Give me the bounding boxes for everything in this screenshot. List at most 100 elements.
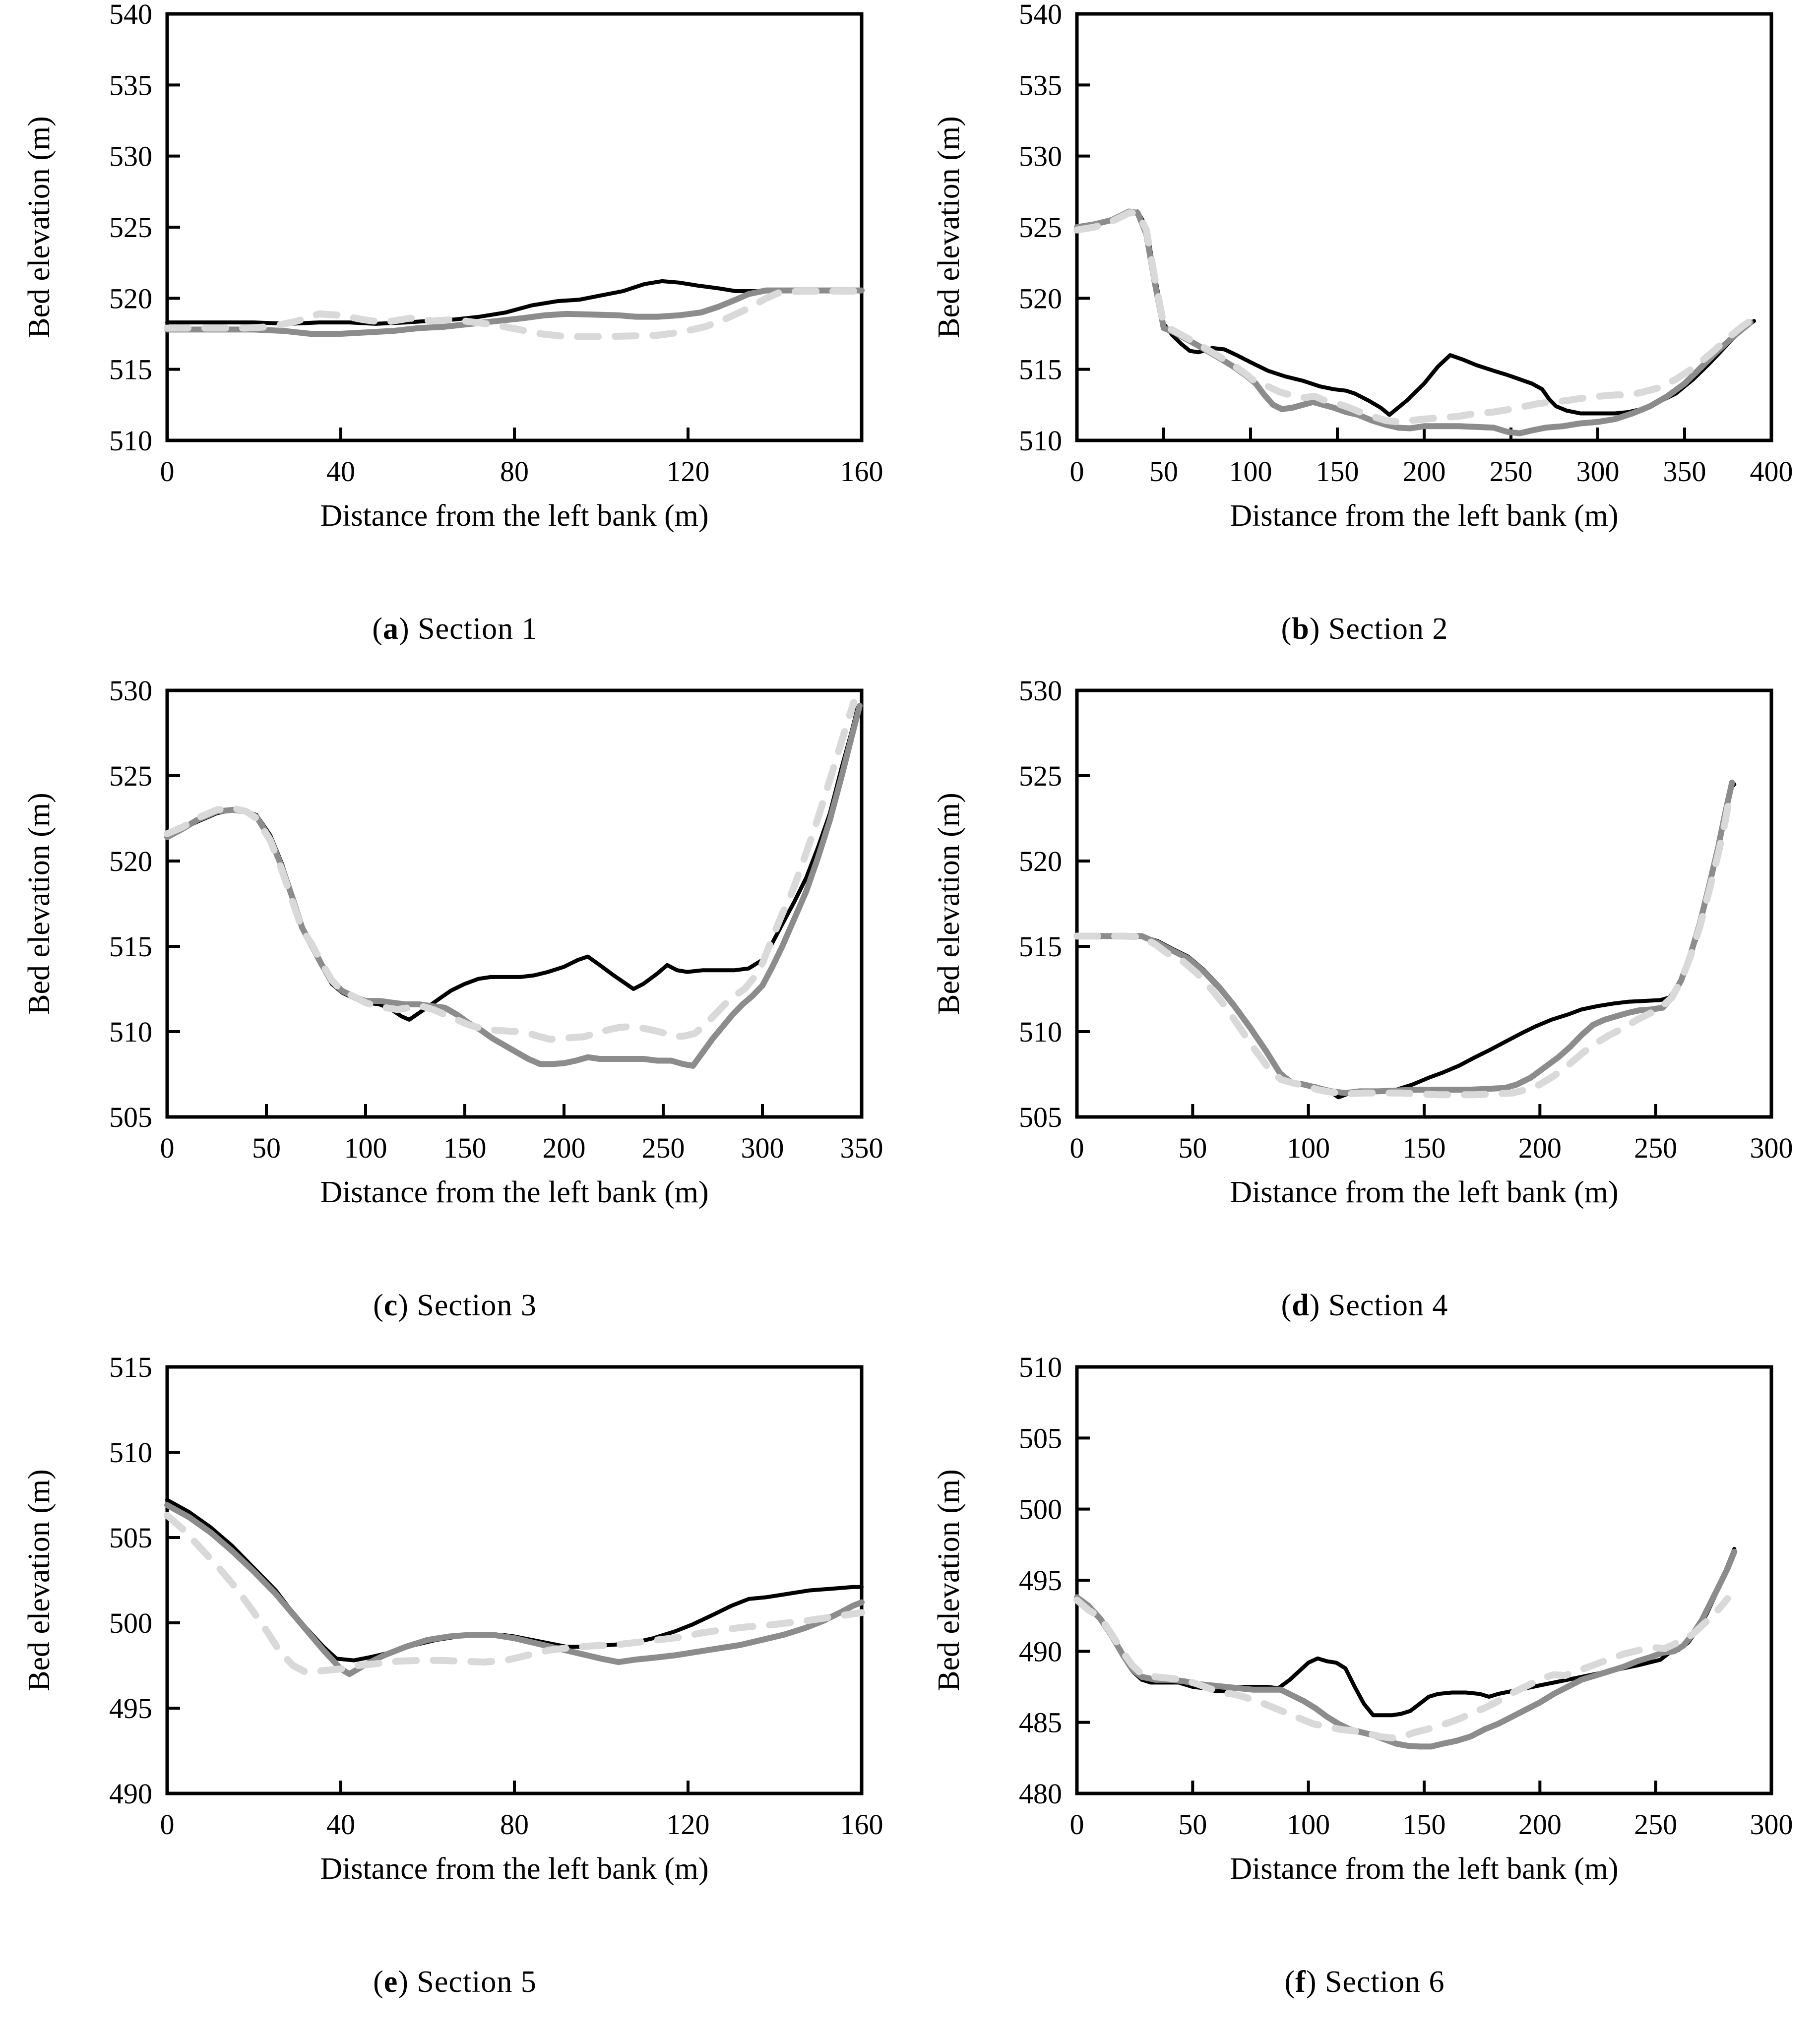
chart-cell-section-6: 0 50 100 150 200 250 300 480 485 490 495 500 505 510 D… [910,1357,1820,2034]
section-5-chart: 0 40 80 120 160 490 495 500 505 510 515 Distance fr… [22,1357,883,1886]
chart-caption-a: (a) Section 1 [372,612,538,646]
caption-label: Section 4 [1320,1289,1448,1322]
y-tick-label: 510 [109,425,152,457]
y-tick-label: 510 [1019,425,1062,457]
x-tick-label: 200 [1518,1808,1562,1841]
caption-label: Section 1 [409,612,538,646]
x-tick-label: 350 [840,1132,883,1164]
series-black-solid [1075,1546,1737,1718]
caption-letter: e [383,1965,398,1999]
caption-label: Section 2 [1320,612,1448,646]
x-axis-title: Distance from the left bank (m) [1230,499,1618,533]
x-axis-title: Distance from the left bank (m) [320,1852,708,1886]
series-gray-solid [164,287,865,337]
y-tick-label: 500 [1019,1493,1062,1526]
y-tick-label: 525 [1019,211,1062,244]
x-tick-label: 200 [1518,1132,1562,1164]
y-tick-label: 525 [109,211,152,244]
caption-letter: a [383,612,399,646]
caption-label: Section 6 [1317,1965,1445,1999]
plot-box [165,688,864,1119]
x-tick-label: 120 [667,1808,710,1841]
x-tick-label: 200 [1403,455,1446,488]
x-tick-label: 250 [642,1132,685,1164]
chart-caption-f: (f) Section 6 [1284,1965,1445,1999]
series-light-dashed [164,288,865,340]
chart-caption-c: (c) Section 3 [373,1289,537,1322]
x-tick-label: 350 [1663,455,1706,488]
y-tick-label: 480 [1019,1778,1062,1810]
x-tick-label: 50 [1178,1808,1207,1841]
x-tick-label: 150 [443,1132,487,1164]
y-tick-label: 530 [1019,140,1062,173]
chart-caption-d: (d) Section 4 [1281,1289,1448,1322]
x-axis-title: Distance from the left bank (m) [1230,1175,1618,1209]
y-tick-label: 520 [1019,845,1062,877]
y-tick-label: 525 [1019,760,1062,792]
y-axis-title: Bed elevation (m) [22,116,56,338]
x-tick-label: 40 [326,455,355,488]
y-tick-label: 490 [1019,1635,1062,1667]
x-tick-label: 50 [1149,455,1178,488]
x-tick-label: 0 [1070,455,1084,488]
plot-box [1075,688,1773,1119]
x-tick-label: 250 [1490,455,1533,488]
y-tick-label: 520 [109,282,152,314]
x-axis-title: Distance from the left bank (m) [320,1175,708,1209]
y-tick-label: 510 [109,1436,152,1469]
x-tick-label: 50 [1178,1132,1207,1164]
x-tick-label: 300 [1576,455,1620,488]
x-tick-label: 250 [1634,1808,1677,1841]
x-tick-label: 0 [160,1132,175,1164]
x-tick-label: 250 [1634,1132,1677,1164]
section-4-chart: 0 50 100 150 200 250 300 505 510 515 520 525 530 Dist… [932,680,1793,1209]
caption-label: Section 5 [408,1965,537,1999]
plot-box [165,1365,864,1795]
x-tick-label: 150 [1316,455,1359,488]
series-light-dashed [1073,1595,1731,1742]
y-tick-label: 515 [1019,930,1062,963]
y-tick-label: 515 [109,930,152,963]
x-tick-label: 50 [252,1132,281,1164]
section-1-chart: 0 40 80 120 160 510 515 520 525 530 535 540 Distance… [22,4,883,533]
x-tick-label: 160 [840,455,883,488]
y-tick-label: 485 [1019,1707,1062,1739]
y-axis-title: Bed elevation (m) [22,793,56,1015]
chart-cell-section-4: 0 50 100 150 200 250 300 505 510 515 520 525 530 Dist… [910,680,1820,1357]
y-tick-label: 515 [109,1357,152,1383]
series-gray-solid [1074,779,1735,1096]
y-tick-label: 530 [1019,680,1062,707]
x-axis-title: Distance from the left bank (m) [320,499,708,533]
y-tick-label: 525 [109,760,152,792]
y-tick-label: 510 [1019,1357,1062,1383]
y-tick-label: 530 [109,680,152,707]
series-gray-solid [1074,208,1754,436]
y-tick-label: 510 [1019,1016,1062,1048]
y-tick-label: 530 [109,140,152,173]
y-axis-title: Bed elevation (m) [932,793,966,1015]
x-tick-label: 300 [1750,1132,1793,1164]
section-2-chart: 0 50 100 150 200 250 300 350 400 510 515 520 525 530 5… [932,4,1793,533]
y-tick-label: 535 [1019,69,1062,101]
x-tick-label: 80 [500,1808,529,1841]
x-tick-label: 100 [1287,1808,1330,1841]
x-tick-label: 100 [1287,1132,1330,1164]
x-tick-label: 0 [1070,1808,1084,1841]
section-3-chart: 0 50 100 150 200 250 300 350 505 510 515 520 525 530 D… [22,680,883,1209]
chart-cell-section-1: 0 40 80 120 160 510 515 520 525 530 535 540 Distance… [0,4,910,680]
x-tick-label: 80 [500,455,529,488]
series-light-dashed [164,1512,865,1676]
y-tick-label: 510 [109,1016,152,1048]
series-light-dashed [1073,209,1757,426]
caption-letter: b [1292,612,1310,646]
y-tick-label: 495 [109,1692,152,1725]
y-tick-label: 490 [109,1778,152,1810]
x-tick-label: 150 [1403,1132,1446,1164]
chart-cell-section-5: 0 40 80 120 160 490 495 500 505 510 515 Distance fr… [0,1357,910,2034]
y-tick-label: 535 [109,69,152,101]
series-gray-solid [164,1502,865,1677]
section-6-chart: 0 50 100 150 200 250 300 480 485 490 495 500 505 510 D… [932,1357,1793,1886]
y-tick-label: 500 [109,1607,152,1639]
chart-cell-section-3: 0 50 100 150 200 250 300 350 505 510 515 520 525 530 D… [0,680,910,1357]
